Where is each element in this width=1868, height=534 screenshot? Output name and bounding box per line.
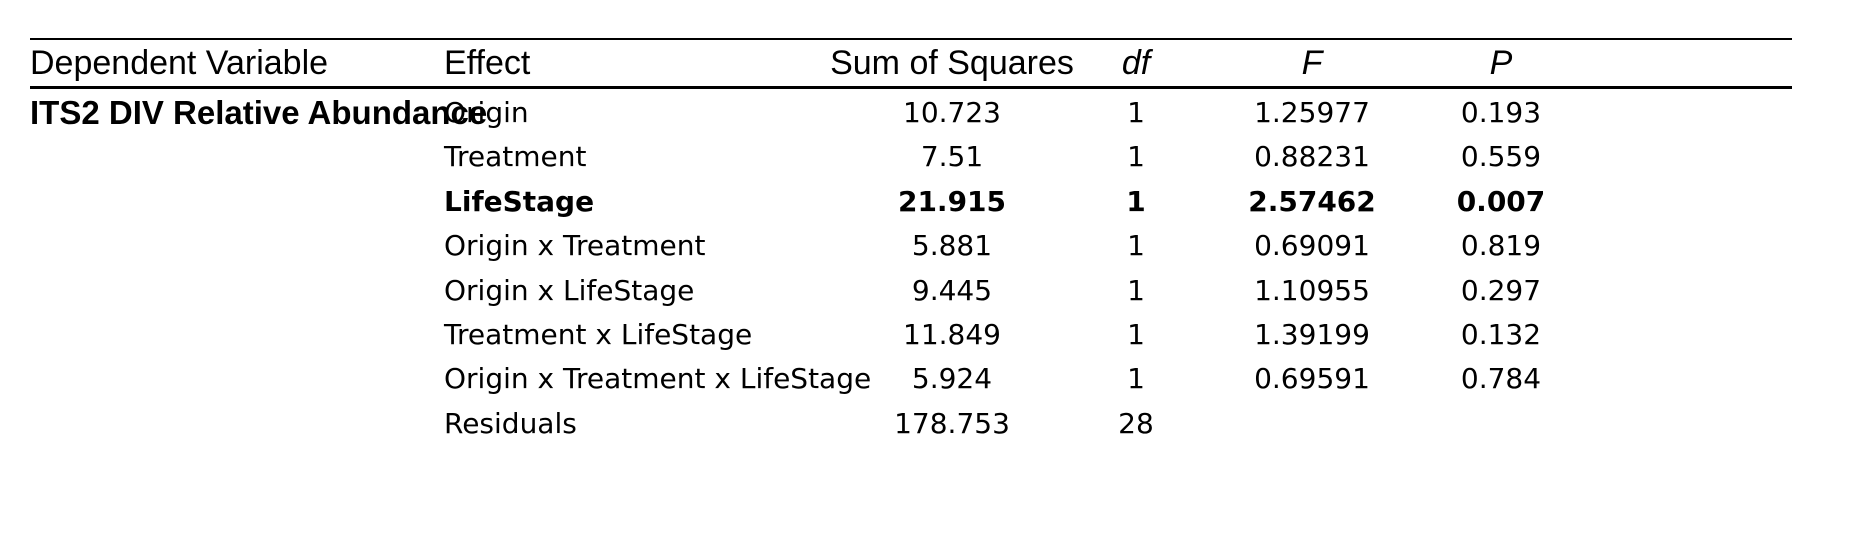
dependent-variable-cell	[30, 224, 444, 268]
df-cell: 28	[1118, 406, 1154, 440]
df-cell: 1	[1127, 229, 1145, 263]
header-dependent-variable: Dependent Variable	[30, 44, 329, 82]
p-cell: 0.559	[1460, 140, 1542, 174]
effect-cell: Origin x Treatment x LifeStage	[444, 362, 872, 396]
dependent-variable-cell	[30, 313, 444, 357]
sum-of-squares-cell: 5.924	[911, 362, 993, 396]
table-row: Origin x Treatment 5.881 1 0.69091 0.819	[30, 224, 1792, 268]
effect-cell: Origin x Treatment	[444, 229, 706, 263]
anova-table: Dependent Variable Effect Sum of Squares…	[30, 38, 1792, 446]
results-body: ITS2 DIV Relative Abundance Origin 10.723 1…	[30, 89, 1792, 446]
df-cell: 1	[1127, 273, 1145, 307]
effect-cell: Treatment x LifeStage	[444, 318, 753, 352]
spacer-cell	[1570, 89, 1792, 135]
p-cell: 0.819	[1460, 229, 1542, 263]
spacer-cell	[1570, 402, 1792, 446]
p-cell: 0.132	[1460, 318, 1542, 352]
f-cell: 1.39199	[1254, 318, 1370, 352]
effect-cell: Origin	[444, 96, 529, 129]
header-row: Dependent Variable Effect Sum of Squares…	[30, 40, 1792, 86]
header-rule	[30, 86, 1792, 89]
p-cell	[1432, 402, 1570, 446]
table-row: ITS2 DIV Relative Abundance Origin 10.723 1…	[30, 89, 1792, 135]
df-cell: 1	[1127, 362, 1145, 396]
header-sum-of-squares: Sum of Squares	[830, 44, 1074, 82]
spacer-cell	[1570, 357, 1792, 401]
f-cell: 0.69591	[1254, 362, 1370, 396]
df-cell: 1	[1127, 140, 1145, 174]
dependent-variable-cell	[30, 269, 444, 313]
dependent-variable-cell: ITS2 DIV Relative Abundance	[30, 94, 488, 131]
f-cell: 1.25977	[1254, 96, 1370, 129]
spacer-cell	[1570, 135, 1792, 179]
dependent-variable-cell	[30, 180, 444, 224]
f-cell: 1.10955	[1254, 273, 1370, 307]
table-row: Treatment 7.51 1 0.88231 0.559	[30, 135, 1792, 179]
sum-of-squares-cell: 11.849	[903, 318, 1001, 352]
header-df: df	[1121, 44, 1151, 82]
spacer-cell	[1570, 180, 1792, 224]
spacer-cell	[1570, 269, 1792, 313]
header-effect: Effect	[444, 44, 531, 82]
df-cell: 1	[1127, 318, 1145, 352]
table-row: LifeStage 21.915 1 2.57462 0.007	[30, 180, 1792, 224]
f-cell: 0.69091	[1254, 229, 1370, 263]
sum-of-squares-cell: 178.753	[894, 406, 1010, 440]
table-row: Residuals 178.753 28	[30, 402, 1792, 446]
f-cell: 0.88231	[1254, 140, 1370, 174]
header-spacer	[1570, 40, 1792, 86]
effect-cell: Treatment	[444, 140, 587, 174]
table-row: Origin x LifeStage 9.445 1 1.10955 0.297	[30, 269, 1792, 313]
results-table: Dependent Variable Effect Sum of Squares…	[30, 40, 1792, 86]
top-rule	[30, 38, 1792, 40]
dependent-variable-cell	[30, 402, 444, 446]
effect-cell: Origin x LifeStage	[444, 273, 695, 307]
p-cell: 0.784	[1460, 362, 1542, 396]
df-cell: 1	[1127, 96, 1145, 129]
table-row: Treatment x LifeStage 11.849 1 1.39199 0.132	[30, 313, 1792, 357]
spacer-cell	[1570, 224, 1792, 268]
sum-of-squares-cell: 21.915	[897, 184, 1007, 218]
p-cell: 0.193	[1460, 96, 1542, 129]
f-cell: 2.57462	[1248, 184, 1376, 218]
table-row: Origin x Treatment x LifeStage 5.924 1 0.69…	[30, 357, 1792, 401]
sum-of-squares-cell: 7.51	[920, 140, 984, 174]
header-p: P	[1489, 44, 1513, 82]
p-cell: 0.007	[1456, 184, 1546, 218]
f-cell	[1192, 402, 1432, 446]
sum-of-squares-cell: 5.881	[911, 229, 993, 263]
p-cell: 0.297	[1460, 273, 1542, 307]
spacer-cell	[1570, 313, 1792, 357]
header-f: F	[1301, 44, 1323, 82]
df-cell: 1	[1126, 184, 1146, 218]
effect-cell: LifeStage	[444, 184, 595, 218]
sum-of-squares-cell: 10.723	[903, 96, 1001, 129]
dependent-variable-cell	[30, 357, 444, 401]
effect-cell: Residuals	[444, 406, 577, 440]
dependent-variable-cell	[30, 135, 444, 179]
sum-of-squares-cell: 9.445	[911, 273, 993, 307]
